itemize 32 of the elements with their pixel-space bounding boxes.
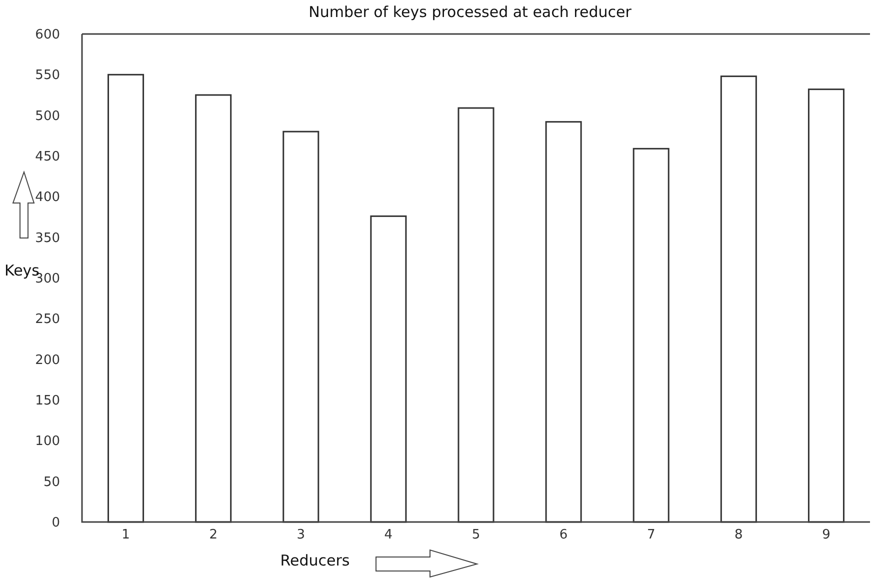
x-tick-label: 5 — [472, 528, 480, 543]
x-tick-label: 6 — [559, 528, 568, 543]
x-tick-label: 3 — [296, 528, 306, 543]
y-tick-label: 400 — [35, 190, 60, 206]
x-tick-label: 7 — [646, 528, 656, 543]
x-tick-label: 4 — [384, 528, 393, 543]
y-tick-label: 600 — [35, 28, 60, 43]
y-tick-label: 250 — [35, 312, 60, 328]
y-tick-label: 350 — [35, 230, 60, 246]
x-tick-label: 8 — [734, 528, 743, 543]
x-axis-title: Reducers — [280, 551, 350, 570]
y-tick-label: 450 — [35, 150, 60, 165]
x-tick-label: 2 — [209, 528, 218, 543]
x-tick-label: 9 — [822, 528, 830, 543]
x-tick-label: 1 — [122, 528, 130, 543]
bar — [632, 148, 670, 523]
y-tick-label: 200 — [35, 352, 60, 368]
bar — [108, 74, 144, 523]
y-tick-label: 50 — [43, 474, 60, 490]
y-tick-label: 150 — [35, 394, 60, 409]
bar — [195, 94, 232, 523]
y-tick-label: 100 — [35, 434, 60, 450]
bar — [282, 130, 320, 523]
bar — [370, 215, 407, 523]
bar — [458, 107, 494, 523]
bar — [720, 76, 757, 523]
bar — [545, 121, 582, 523]
y-tick-label: 0 — [52, 516, 60, 531]
chart-title: Number of keys processed at each reducer — [308, 3, 632, 21]
y-tick-label: 550 — [35, 68, 60, 84]
y-tick-label: 500 — [35, 108, 60, 124]
bar — [808, 88, 844, 523]
